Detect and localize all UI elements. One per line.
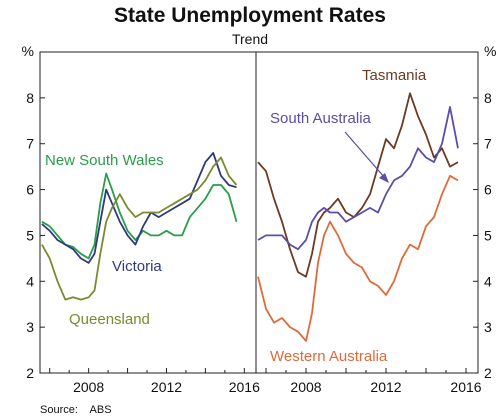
y-tick-label: 3 [26, 319, 34, 335]
annotation-arrow [344, 131, 386, 179]
x-tick-label: 2016 [229, 379, 260, 395]
series-line-victoria [41, 152, 237, 264]
x-tick-label: 2008 [290, 379, 321, 395]
y-tick-label: 3 [484, 319, 492, 335]
series-line-western-australia [257, 174, 459, 342]
y-tick-label: 7 [26, 136, 34, 152]
series-line-new-south-wales [41, 172, 238, 260]
y-tick-label: 2 [484, 365, 492, 381]
series-label-queensland: Queensland [69, 311, 150, 328]
y-tick-label: 5 [484, 227, 492, 243]
series-label-new-south-wales: New South Wales [45, 152, 164, 169]
y-tick-label: 4 [26, 273, 34, 289]
y-tick-label: 5 [26, 227, 34, 243]
x-tick-label: 2012 [151, 379, 182, 395]
plot-frame [39, 51, 479, 374]
series-label-south-australia: South Australia [270, 110, 372, 127]
y-tick-label: 8 [26, 90, 34, 106]
y-tick-label: 6 [484, 182, 492, 198]
y-tick-label: 7 [484, 136, 492, 152]
x-tick-label: 2008 [73, 379, 104, 395]
source-note: Source: ABS [40, 404, 112, 416]
series-line-south-australia [257, 106, 459, 251]
series-label-western-australia: Western Australia [270, 348, 388, 365]
y-tick-label: 6 [26, 182, 34, 198]
annotation-arrow-head [379, 173, 389, 183]
series-label-tasmania: Tasmania [362, 67, 427, 84]
y-unit-label: % [22, 43, 34, 59]
series-line-queensland [41, 156, 238, 301]
x-tick-label: 2012 [370, 379, 401, 395]
y-tick-label: 8 [484, 90, 492, 106]
series-label-victoria: Victoria [112, 258, 162, 275]
x-tick-label: 2016 [450, 379, 481, 395]
y-tick-label: 4 [484, 273, 492, 289]
y-tick-label: 2 [26, 365, 34, 381]
y-unit-label: % [484, 43, 496, 59]
chart-subtitle: Trend [231, 31, 269, 47]
chart-title: State Unemployment Rates [114, 4, 386, 27]
